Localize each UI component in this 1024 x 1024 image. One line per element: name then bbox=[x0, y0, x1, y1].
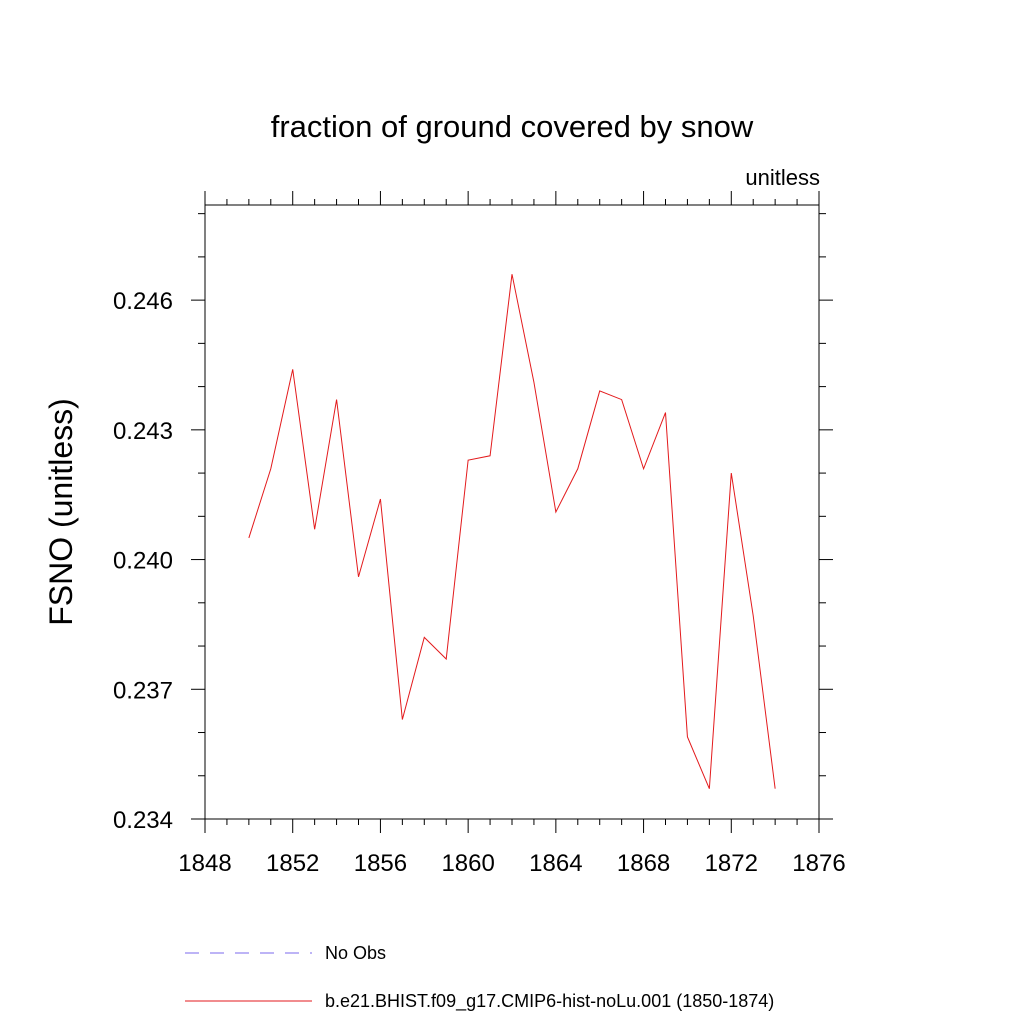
x-tick-label: 1856 bbox=[354, 850, 407, 877]
y-tick-label: 0.246 bbox=[113, 288, 173, 315]
series-lines bbox=[248, 274, 776, 789]
x-tick-label: 1868 bbox=[617, 850, 670, 877]
y-tick-label: 0.243 bbox=[113, 418, 173, 445]
x-tick-label: 1864 bbox=[529, 850, 582, 877]
y-tick-label: 0.234 bbox=[113, 807, 173, 834]
x-tick-label: 1848 bbox=[178, 850, 231, 877]
plot-frame bbox=[204, 204, 820, 820]
x-tick-label: 1852 bbox=[266, 850, 319, 877]
series-line-1 bbox=[248, 274, 776, 789]
legend-label-no-obs: No Obs bbox=[325, 943, 386, 963]
axis-tick-labels: 1848 1852 1856 1860 1864 1868 1872 1876 0.234 0.2… bbox=[113, 288, 846, 877]
chart-title: fraction of ground covered by snow bbox=[271, 109, 754, 144]
y-axis-label: FSNO (unitless) bbox=[43, 398, 79, 626]
legend: No Obs b.e21.BHIST.f09_g17.CMIP6-hist-no… bbox=[185, 943, 774, 1012]
axis-ticks bbox=[191, 191, 833, 833]
legend-label-model: b.e21.BHIST.f09_g17.CMIP6-hist-noLu.001 … bbox=[325, 991, 774, 1012]
y-tick-label: 0.240 bbox=[113, 548, 173, 575]
y-tick-label: 0.237 bbox=[113, 677, 173, 704]
x-tick-label: 1872 bbox=[705, 850, 758, 877]
units-label: unitless bbox=[745, 165, 820, 190]
x-tick-label: 1860 bbox=[441, 850, 494, 877]
x-tick-label: 1876 bbox=[792, 850, 845, 877]
